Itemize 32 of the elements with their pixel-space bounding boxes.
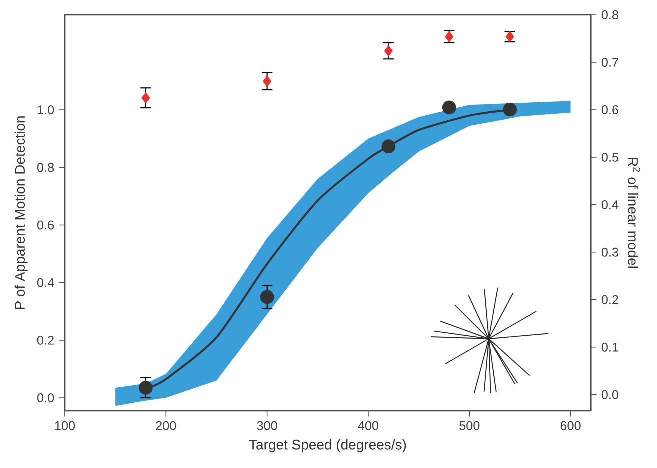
x-tick-label: 600 <box>560 421 581 430</box>
x-tick-label: 200 <box>156 421 176 430</box>
point <box>384 45 393 57</box>
y-tick-label: 0.0 <box>37 394 54 403</box>
y2-tick-label: 0.4 <box>602 200 619 210</box>
x-axis-title: Target Speed (degrees/s) <box>249 440 406 453</box>
y2-tick-label: 0.7 <box>602 58 618 67</box>
y-tick-label: 0.6 <box>37 220 54 230</box>
point <box>263 76 272 88</box>
y-tick-label: 0.8 <box>37 163 54 172</box>
y2-tick-label: 0.3 <box>602 248 618 257</box>
y-axis-title: P of Apparent Motion Detection <box>14 116 28 310</box>
y2-tick-label: 0.1 <box>602 342 618 352</box>
y-tick-label: 1.0 <box>38 106 54 115</box>
point <box>142 92 150 104</box>
y2-tick-label: 0.8 <box>602 10 618 20</box>
x-tick-label: 500 <box>460 421 480 430</box>
y2-tick-label: 0.6 <box>602 105 618 114</box>
y-tick-label: 0.2 <box>37 336 54 345</box>
point <box>382 140 396 154</box>
x-tick-label: 100 <box>55 421 76 430</box>
y2-tick-label: 0.5 <box>602 152 618 162</box>
y-tick-label: 0.4 <box>37 278 54 288</box>
y2-tick-label: 0.0 <box>602 390 619 400</box>
y2-axis-title: R$^{2}$ of linear model <box>628 158 640 268</box>
x-tick-label: 400 <box>358 421 379 430</box>
y2-tick-label: 0.2 <box>602 295 618 304</box>
point <box>138 381 153 395</box>
x-tick-label: 300 <box>257 421 278 430</box>
point <box>442 100 456 115</box>
point <box>260 290 274 304</box>
point <box>503 102 518 117</box>
